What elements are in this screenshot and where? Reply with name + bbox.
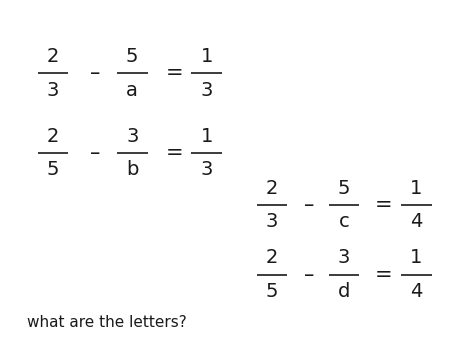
Text: –: –	[90, 143, 100, 163]
Text: 1: 1	[410, 248, 422, 267]
Text: a: a	[126, 81, 138, 100]
Text: =: =	[165, 64, 183, 83]
Text: 4: 4	[410, 212, 422, 231]
Text: =: =	[375, 264, 392, 285]
Text: 3: 3	[201, 81, 213, 100]
Text: 1: 1	[201, 127, 213, 146]
Text: –: –	[304, 195, 314, 215]
Text: b: b	[126, 160, 138, 179]
Text: 3: 3	[338, 248, 350, 267]
Text: 2: 2	[47, 127, 59, 146]
Text: 5: 5	[47, 160, 59, 179]
Text: 5: 5	[265, 282, 278, 301]
Text: =: =	[165, 143, 183, 163]
Text: 5: 5	[126, 47, 138, 66]
Text: 3: 3	[47, 81, 59, 100]
Text: 3: 3	[266, 212, 278, 231]
Text: c: c	[339, 212, 349, 231]
Text: 2: 2	[266, 248, 278, 267]
Text: 4: 4	[410, 282, 422, 301]
Text: 2: 2	[47, 47, 59, 66]
Text: 1: 1	[201, 47, 213, 66]
Text: 2: 2	[266, 179, 278, 198]
Text: what are the letters?: what are the letters?	[27, 315, 187, 330]
Text: =: =	[375, 195, 392, 215]
Text: 3: 3	[201, 160, 213, 179]
Text: –: –	[90, 64, 100, 83]
Text: d: d	[338, 282, 350, 301]
Text: 1: 1	[410, 179, 422, 198]
Text: 5: 5	[338, 179, 350, 198]
Text: 3: 3	[126, 127, 138, 146]
Text: –: –	[304, 264, 314, 285]
